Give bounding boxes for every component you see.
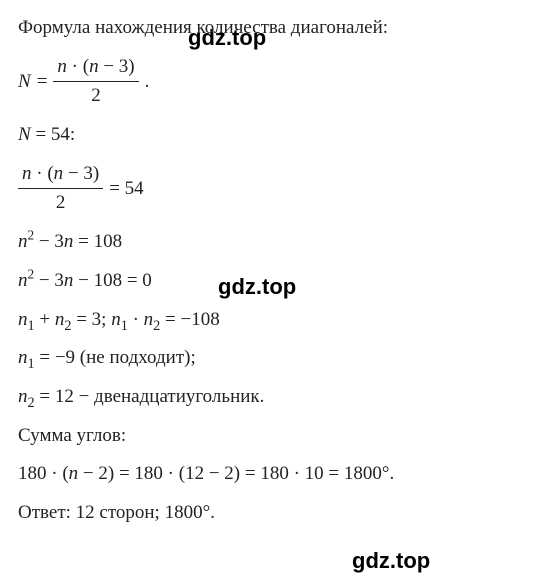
n-equals-54: N = 54: [18,123,516,148]
sum-angles-calc: 180 · (n − 2) = 180 · (12 − 2) = 180 · 1… [18,462,516,487]
intro-text: Формула нахождения количества диагоналей… [18,16,516,41]
answer-line: Ответ: 12 сторон; 1800°. [18,501,516,526]
frac2-num: n · (n − 3) [18,162,103,190]
period: . [145,70,150,95]
equation-frac-54: n · (n − 3) 2 = 54 [18,162,516,216]
watermark-3: gdz.top [352,547,430,576]
fraction-1: n · (n − 3) 2 [53,55,138,109]
vieta-sum-product: n1 + n2 = 3; n1 · n2 = −108 [18,308,516,333]
fraction-2: n · (n − 3) 2 [18,162,103,216]
equation-expanded-1: n2 − 3n = 108 [18,230,516,255]
equation-expanded-2: n2 − 3n − 108 = 0 [18,269,516,294]
var-N: N [18,70,31,95]
root-n1: n1 = −9 (не подходит); [18,346,516,371]
root-n2: n2 = 12 − двенадцатиугольник. [18,385,516,410]
equals-54: = 54 [109,177,143,202]
sum-angles-label: Сумма углов: [18,424,516,449]
frac2-den: 2 [18,189,103,216]
equals-sign: = [37,70,48,95]
frac1-num: n · (n − 3) [53,55,138,83]
formula-diagonals: N = n · (n − 3) 2 . [18,55,516,109]
frac1-den: 2 [53,82,138,109]
